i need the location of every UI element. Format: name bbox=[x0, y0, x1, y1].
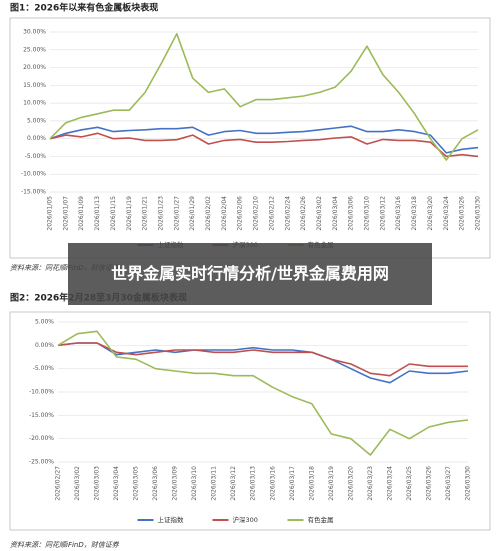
x-tick-label: 2026/03/16 bbox=[269, 466, 276, 501]
x-tick-label: 2026/02/06 bbox=[237, 196, 244, 231]
x-tick-label: 2026/03/02 bbox=[74, 466, 81, 501]
x-tick-label: 2026/03/06 bbox=[152, 466, 159, 501]
x-tick-label: 2026/03/18 bbox=[308, 466, 315, 501]
y-tick-label: 10.00% bbox=[23, 100, 46, 107]
x-tick-label: 2026/03/20 bbox=[347, 466, 354, 501]
x-tick-label: 2026/03/13 bbox=[250, 466, 257, 501]
x-tick-label: 2026/01/23 bbox=[157, 196, 164, 231]
x-tick-label: 2026/03/18 bbox=[411, 196, 418, 231]
y-tick-label: -25.00% bbox=[29, 459, 54, 466]
x-tick-label: 2026/03/30 bbox=[465, 466, 472, 501]
x-tick-label: 2026/02/04 bbox=[221, 196, 228, 231]
x-tick-label: 2026/03/17 bbox=[289, 466, 296, 501]
y-tick-label: -10.00% bbox=[21, 171, 46, 178]
y-tick-label: -5.00% bbox=[25, 153, 47, 160]
x-tick-label: 2026/03/12 bbox=[379, 196, 386, 231]
chart-frame bbox=[9, 311, 491, 531]
series-line bbox=[49, 132, 479, 158]
x-tick-label: 2026/03/11 bbox=[211, 466, 218, 501]
x-tick-label: 2026/03/26 bbox=[459, 196, 466, 231]
x-tick-label: 2026/02/02 bbox=[205, 196, 212, 231]
y-tick-label: -15.00% bbox=[21, 189, 46, 196]
x-tick-label: 2026/01/13 bbox=[94, 196, 101, 231]
y-tick-label: -10.00% bbox=[29, 389, 54, 396]
y-tick-label: 5.00% bbox=[27, 117, 46, 124]
x-tick-label: 2026/03/06 bbox=[348, 196, 355, 231]
x-tick-label: 2026/03/26 bbox=[425, 466, 432, 501]
x-tick-label: 2026/01/15 bbox=[110, 196, 117, 231]
series-line bbox=[57, 330, 469, 456]
x-tick-label: 2026/03/10 bbox=[191, 466, 198, 501]
x-tick-label: 2026/03/24 bbox=[443, 196, 450, 231]
x-tick-label: 2026/03/04 bbox=[113, 466, 120, 501]
x-tick-label: 2026/01/21 bbox=[142, 196, 149, 231]
x-tick-label: 2026/03/23 bbox=[367, 466, 374, 501]
x-tick-label: 2026/03/16 bbox=[395, 196, 402, 231]
x-tick-label: 2026/03/27 bbox=[445, 466, 452, 501]
legend-label: 上证指数 bbox=[158, 515, 185, 524]
series-line bbox=[49, 33, 479, 161]
series-line bbox=[57, 342, 468, 377]
y-tick-label: -5.00% bbox=[33, 365, 55, 372]
x-tick-label: 2026/02/10 bbox=[253, 196, 260, 231]
x-tick-label: 2026/02/27 bbox=[55, 466, 62, 501]
source-note: 资料来源：同花顺iFinD，财信证券 bbox=[10, 541, 120, 549]
y-tick-label: 15.00% bbox=[23, 82, 46, 89]
x-tick-label: 2026/01/29 bbox=[189, 196, 196, 231]
y-tick-label: 30.00% bbox=[23, 29, 46, 36]
x-tick-label: 2026/03/19 bbox=[328, 466, 335, 501]
x-tick-label: 2026/01/07 bbox=[62, 196, 69, 231]
x-tick-label: 2026/03/24 bbox=[386, 466, 393, 501]
y-tick-label: -20.00% bbox=[29, 435, 54, 442]
x-tick-label: 2026/03/12 bbox=[230, 466, 237, 501]
x-tick-label: 2026/03/02 bbox=[316, 196, 323, 231]
y-tick-label: 20.00% bbox=[23, 64, 46, 71]
x-tick-label: 2026/03/04 bbox=[332, 196, 339, 231]
source-note: 资料来源：同花顺iFinD，财信证券 bbox=[10, 264, 120, 272]
y-tick-label: 5.00% bbox=[35, 319, 54, 326]
series-line bbox=[57, 342, 469, 384]
legend-label: 有色金属 bbox=[308, 515, 334, 524]
x-tick-label: 2026/02/24 bbox=[284, 196, 291, 231]
x-tick-label: 2026/01/27 bbox=[173, 196, 180, 231]
x-tick-label: 2026/01/19 bbox=[126, 196, 133, 231]
x-tick-label: 2026/03/25 bbox=[406, 466, 413, 501]
x-tick-label: 2026/03/10 bbox=[364, 196, 371, 231]
x-tick-label: 2026/02/12 bbox=[268, 196, 275, 231]
y-tick-label: -15.00% bbox=[29, 412, 54, 419]
y-tick-label: 25.00% bbox=[23, 46, 46, 53]
x-tick-label: 2026/01/09 bbox=[78, 196, 85, 231]
series-line bbox=[49, 125, 479, 154]
figure-caption: 图1：2026年以来有色金属板块表现 bbox=[10, 2, 158, 14]
x-tick-label: 2026/03/09 bbox=[172, 466, 179, 501]
x-tick-label: 2026/02/26 bbox=[300, 196, 307, 231]
x-tick-label: 2026/03/30 bbox=[475, 196, 482, 231]
x-tick-label: 2026/01/05 bbox=[47, 196, 54, 231]
legend-label: 沪深300 bbox=[233, 515, 258, 524]
overlay-banner: 世界金属实时行情分析/世界金属费用网 bbox=[68, 243, 432, 305]
x-tick-label: 2026/03/20 bbox=[427, 196, 434, 231]
x-tick-label: 2026/03/05 bbox=[133, 466, 140, 501]
y-tick-label: 0.00% bbox=[35, 342, 54, 349]
y-tick-label: 0.00% bbox=[27, 135, 46, 142]
x-tick-label: 2026/03/03 bbox=[94, 466, 101, 501]
